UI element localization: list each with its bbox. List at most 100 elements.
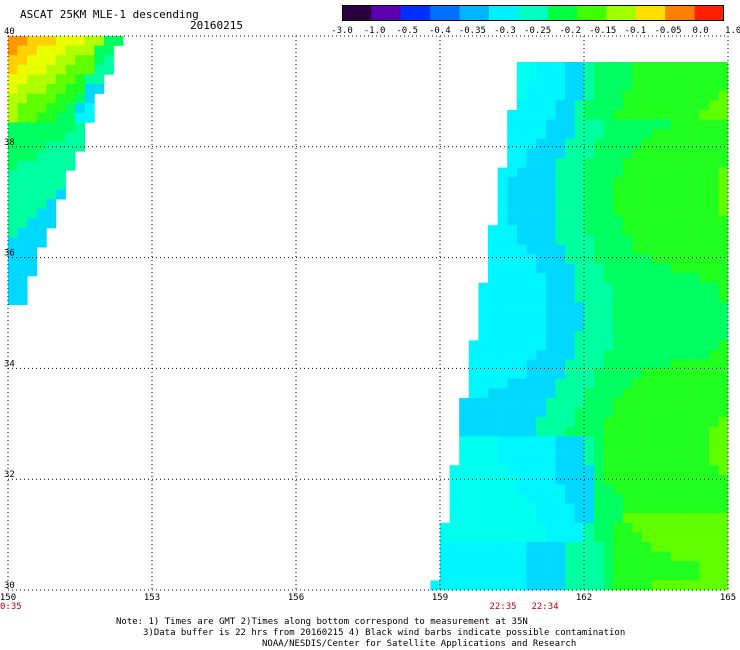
data-cell (17, 237, 28, 248)
data-cell (689, 186, 700, 197)
data-cell (488, 378, 498, 389)
data-cell (689, 225, 700, 236)
data-cell (718, 522, 729, 533)
data-cell (536, 196, 546, 207)
data-cell (660, 369, 671, 380)
data-cell (718, 215, 729, 226)
data-cell (545, 388, 556, 399)
data-cell (497, 359, 508, 370)
data-cell (660, 455, 671, 466)
data-cell (689, 302, 700, 312)
data-cell (680, 494, 690, 504)
data-cell (689, 359, 700, 370)
data-cell (555, 542, 566, 552)
data-cell (468, 474, 479, 485)
data-cell (593, 426, 604, 437)
data-cell (651, 378, 662, 389)
data-cell (564, 196, 575, 207)
data-cell (670, 359, 681, 370)
data-cell (660, 167, 671, 178)
data-cell (699, 196, 710, 207)
data-cell (632, 273, 642, 284)
data-cell (660, 196, 671, 207)
data-cell (708, 570, 719, 581)
data-cell (612, 302, 623, 312)
data-cell (641, 244, 652, 255)
data-cell (564, 522, 575, 533)
data-cell (516, 398, 527, 408)
data-cell (584, 62, 594, 72)
data-cell (632, 263, 642, 274)
data-cell (46, 55, 57, 66)
data-cell (564, 90, 575, 101)
data-cell (641, 378, 652, 389)
data-cell (478, 570, 489, 581)
data-cell (689, 570, 700, 581)
data-cell (612, 148, 623, 159)
data-cell (526, 330, 537, 341)
data-cell (564, 311, 575, 322)
data-cell (104, 55, 114, 66)
data-cell (641, 282, 652, 293)
data-cell (670, 206, 681, 216)
colorbar-label: -0.5 (396, 26, 419, 36)
data-cell (612, 225, 623, 236)
data-cell (632, 282, 642, 293)
data-cell (545, 177, 556, 188)
data-cell (632, 90, 642, 101)
data-cell (660, 254, 671, 264)
data-cell (708, 321, 719, 332)
data-cell (641, 407, 652, 418)
data-cell (564, 158, 575, 168)
data-cell (641, 522, 652, 533)
data-cell (584, 484, 594, 495)
data-cell (699, 407, 710, 418)
data-cell (46, 84, 57, 94)
data-cell (632, 551, 642, 562)
data-cell (84, 112, 95, 123)
data-cell (536, 254, 546, 264)
data-cell (680, 311, 690, 322)
data-cell (488, 551, 498, 562)
data-cell (718, 225, 729, 236)
data-cell (564, 542, 575, 552)
data-cell (564, 513, 575, 524)
data-cell (75, 84, 86, 94)
data-cell (584, 330, 594, 341)
data-cell (584, 340, 594, 351)
data-cell (718, 321, 729, 332)
data-cell (584, 90, 594, 101)
data-cell (603, 215, 614, 226)
data-cell (622, 407, 633, 418)
data-cell (574, 340, 585, 351)
data-cell (459, 398, 470, 408)
data-cell (497, 196, 508, 207)
data-cell (593, 388, 604, 399)
data-cell (660, 282, 671, 293)
data-cell (641, 446, 652, 456)
data-cell (56, 112, 66, 123)
data-cell (555, 522, 566, 533)
data-cell (459, 580, 470, 591)
data-cell (545, 71, 556, 82)
data-cell (670, 350, 681, 360)
data-cell (65, 45, 76, 56)
data-cell (708, 388, 719, 399)
data-cell (497, 474, 508, 485)
data-cell (718, 292, 729, 303)
data-cell (488, 388, 498, 399)
data-cell (612, 100, 623, 111)
note-line-3: NOAA/NESDIS/Center for Satellite Applica… (262, 639, 577, 649)
data-cell (536, 148, 546, 159)
data-cell (632, 340, 642, 351)
data-cell (574, 186, 585, 197)
data-cell (612, 206, 623, 216)
data-cell (574, 398, 585, 408)
data-cell (17, 199, 28, 210)
data-cell (680, 292, 690, 303)
data-cell (708, 311, 719, 322)
data-cell (564, 186, 575, 197)
data-cell (574, 522, 585, 533)
data-cell (555, 302, 566, 312)
data-cell (603, 292, 614, 303)
